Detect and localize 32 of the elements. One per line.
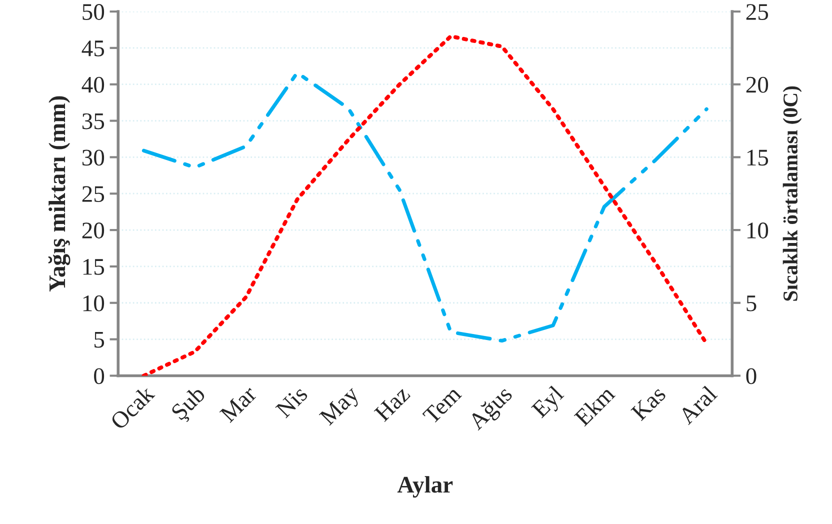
y-tick-label: 10 (83, 295, 104, 312)
x-tick-label: Mar (219, 384, 258, 424)
y2-tick-label: 25 (746, 4, 768, 20)
line-series (142, 34, 709, 376)
y-tick-label: 25 (82, 186, 104, 202)
y-tick-label: 5 (94, 332, 104, 348)
y2-axis-title: Sıcaklık örtalaması (0C) (782, 86, 802, 301)
x-tick-label: Haz (374, 385, 411, 422)
x-tick-label: Tem (422, 384, 462, 425)
y2-tick-label: 20 (746, 76, 768, 93)
x-tick-label: Ocak (109, 384, 156, 430)
x-tick-label: Ekm (573, 384, 616, 427)
y-tick-label: 20 (82, 222, 104, 238)
y2-tick-label: 5 (746, 296, 756, 312)
x-tick-label: Kas (630, 385, 667, 422)
x-tick-label: Şub (170, 384, 210, 424)
y-tick-label: 40 (82, 76, 104, 93)
y-tick-label: 45 (82, 40, 104, 56)
y2-tick-label: 0 (746, 368, 756, 384)
y-tick-label: 0 (94, 368, 104, 384)
x-tick-label: Eyl (530, 384, 568, 422)
x-tick-label: Nis (275, 385, 308, 419)
y-tick-label: 30 (82, 150, 104, 166)
y-tick-label: 50 (82, 4, 104, 20)
y2-tick-label: 10 (747, 222, 768, 238)
y-tick-label: 35 (82, 113, 104, 130)
x-tick-label: May (318, 384, 364, 430)
y2-tick-label: 15 (747, 150, 768, 166)
y-tick-label: 15 (83, 259, 104, 275)
y-axis-title: Yağış miktarı (mm) (48, 96, 70, 292)
x-axis-title: Aylar (397, 476, 453, 498)
x-tick-label: Aral (677, 384, 718, 426)
